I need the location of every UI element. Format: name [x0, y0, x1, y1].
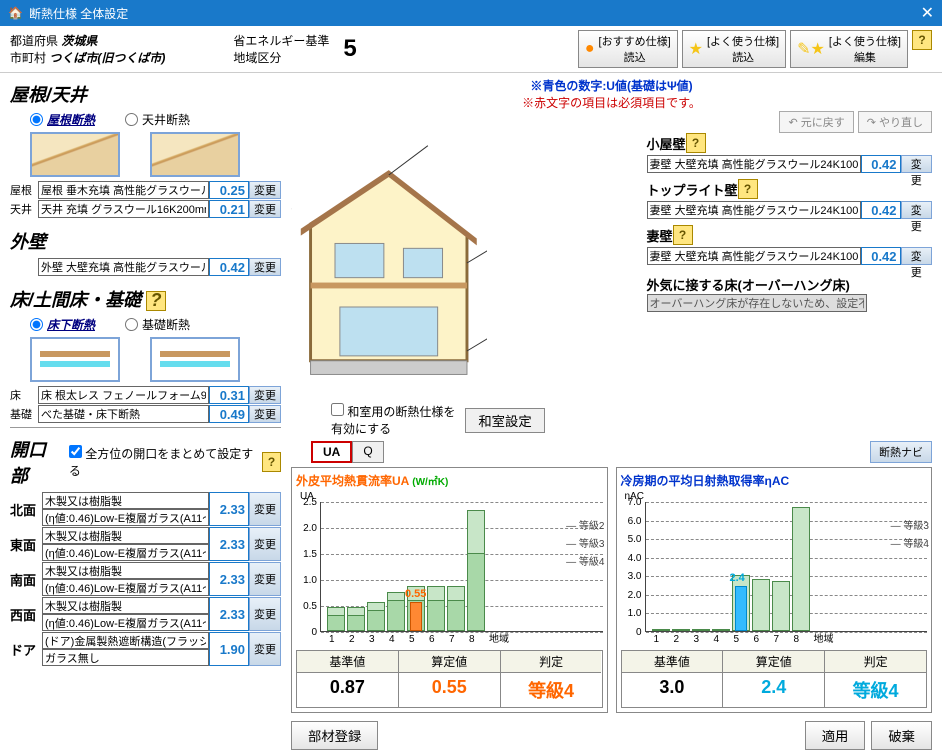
- opening-4-glass[interactable]: [42, 649, 209, 666]
- note-red: ※赤文字の項目は必須項目です。: [522, 96, 701, 110]
- foundation-psi-value: 0.49: [209, 405, 249, 423]
- favorite-load-button[interactable]: ★[よく使う仕様] 読込: [682, 30, 786, 68]
- floor-thumb-2[interactable]: [150, 337, 240, 382]
- register-button[interactable]: 部材登録: [291, 721, 378, 750]
- washitsu-checkbox[interactable]: 和室用の断熱仕様を 有効にする: [331, 403, 455, 437]
- tsumakabe-spec-input[interactable]: [647, 247, 862, 265]
- tab-q[interactable]: Q: [352, 441, 383, 463]
- opening-2-change[interactable]: 変更: [249, 562, 281, 596]
- foundation-spec-input[interactable]: [38, 405, 209, 423]
- roof-spec-input[interactable]: [38, 181, 209, 199]
- opening-4-change[interactable]: 変更: [249, 632, 281, 666]
- ceiling-insulation-radio[interactable]: 天井断熱: [125, 111, 190, 128]
- tab-ua[interactable]: UA: [311, 441, 352, 463]
- opening-0-glass[interactable]: [42, 509, 209, 526]
- opening-1-glass[interactable]: [42, 544, 209, 561]
- opening-1-change[interactable]: 変更: [249, 527, 281, 561]
- wall-spec-input[interactable]: [38, 258, 209, 276]
- wall-u-value: 0.42: [209, 258, 249, 276]
- roof-u-value: 0.25: [209, 181, 249, 199]
- opening-3-frame[interactable]: [42, 597, 209, 614]
- roof-change-button[interactable]: 変更: [249, 181, 281, 199]
- koyakabe-change-button[interactable]: 変更: [901, 155, 932, 173]
- opening-1-frame[interactable]: [42, 527, 209, 544]
- floor-spec-input[interactable]: [38, 386, 209, 404]
- apply-button[interactable]: 適用: [805, 721, 866, 750]
- wall-section-head: 外壁: [10, 228, 281, 254]
- roof-thumb-2[interactable]: [150, 132, 240, 177]
- zone-value: 5: [343, 35, 356, 63]
- ceiling-change-button[interactable]: 変更: [249, 200, 281, 218]
- roof-section-head: 屋根/天井: [10, 81, 281, 107]
- location-block: 都道府県 茨城県 市町村 つくば市(旧つくば市): [10, 32, 165, 66]
- window-title: 断熱仕様 全体設定: [29, 5, 128, 22]
- opening-help-icon[interactable]: ?: [262, 452, 281, 472]
- washitsu-button[interactable]: 和室設定: [465, 408, 544, 433]
- zone-block: 省エネルギー基準地域区分: [233, 32, 329, 66]
- opening-4-frame[interactable]: [42, 632, 209, 649]
- recommend-load-button[interactable]: ●[おすすめ仕様] 読込: [578, 30, 678, 68]
- opening-0-change[interactable]: 変更: [249, 492, 281, 526]
- app-icon: 🏠: [8, 6, 23, 20]
- floor-help-icon[interactable]: ?: [146, 291, 166, 311]
- opening-2-glass[interactable]: [42, 579, 209, 596]
- foundation-change-button[interactable]: 変更: [249, 405, 281, 423]
- tsumakabe-help-icon[interactable]: ?: [673, 225, 693, 245]
- chart-ua-box: 外皮平均熱貫流率UA (W/㎡K) UA 00.51.01.52.02.5123…: [291, 467, 608, 713]
- wall-change-button[interactable]: 変更: [249, 258, 281, 276]
- chart-ac-box: 冷房期の平均日射熱取得率ηAC ηAC 01.02.03.04.05.06.07…: [616, 467, 933, 713]
- opening-2-frame[interactable]: [42, 562, 209, 579]
- floor-section-head: 床/土間床・基礎: [10, 290, 141, 310]
- house-diagram: [291, 133, 487, 393]
- toplight-help-icon[interactable]: ?: [738, 179, 758, 199]
- underfloor-radio[interactable]: 床下断熱: [30, 316, 95, 333]
- favorite-edit-button[interactable]: ✎★[よく使う仕様] 編集: [790, 30, 908, 68]
- redo-button[interactable]: ↷ やり直し: [858, 111, 932, 133]
- opening-0-frame[interactable]: [42, 492, 209, 509]
- opening-combine-checkbox[interactable]: 全方位の開口をまとめて設定する: [69, 445, 254, 479]
- floor-change-button[interactable]: 変更: [249, 386, 281, 404]
- overhang-msg: [647, 294, 867, 312]
- titlebar: 🏠 断熱仕様 全体設定 ✕: [0, 0, 942, 26]
- navi-button[interactable]: 断熱ナビ: [870, 441, 932, 463]
- roof-insulation-radio[interactable]: 屋根断熱: [30, 111, 95, 128]
- undo-button[interactable]: ↶ 元に戻す: [779, 111, 853, 133]
- toplight-spec-input[interactable]: [647, 201, 862, 219]
- help-icon[interactable]: ?: [912, 30, 932, 50]
- koyakabe-spec-input[interactable]: [647, 155, 862, 173]
- ceiling-spec-input[interactable]: [38, 200, 209, 218]
- opening-3-change[interactable]: 変更: [249, 597, 281, 631]
- note-blue: ※青色の数字:U値(基礎はΨ値): [530, 79, 692, 93]
- koyakabe-help-icon[interactable]: ?: [686, 133, 706, 153]
- floor-thumb-1[interactable]: [30, 337, 120, 382]
- close-icon[interactable]: ✕: [921, 3, 934, 23]
- foundation-radio[interactable]: 基礎断熱: [125, 316, 190, 333]
- floor-u-value: 0.31: [209, 386, 249, 404]
- cancel-button[interactable]: 破棄: [871, 721, 932, 750]
- opening-3-glass[interactable]: [42, 614, 209, 631]
- toplight-change-button[interactable]: 変更: [901, 201, 932, 219]
- opening-section-head: 開口部: [10, 436, 61, 488]
- ceiling-u-value: 0.21: [209, 200, 249, 218]
- roof-thumb-1[interactable]: [30, 132, 120, 177]
- tsumakabe-change-button[interactable]: 変更: [901, 247, 932, 265]
- top-row: 都道府県 茨城県 市町村 つくば市(旧つくば市) 省エネルギー基準地域区分 5 …: [0, 26, 942, 73]
